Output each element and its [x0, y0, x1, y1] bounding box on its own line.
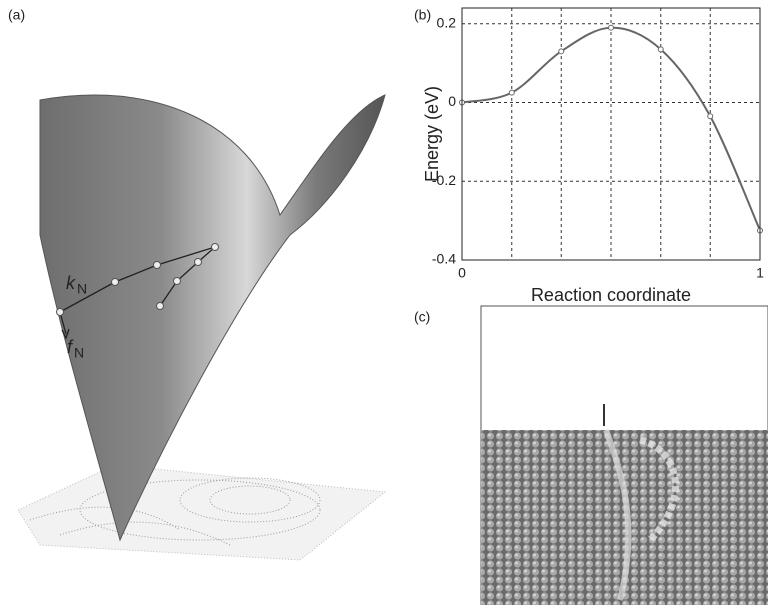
- panel-label: (b): [414, 7, 431, 23]
- force-subscript: N: [74, 345, 84, 361]
- force-label: f: [67, 337, 74, 357]
- point: [657, 46, 664, 53]
- contours: [29, 477, 321, 546]
- point: [558, 48, 565, 55]
- y-tick-label: -0.4: [432, 251, 456, 267]
- energy-surface: [39, 94, 386, 542]
- spring-label: k: [66, 273, 76, 293]
- point: [508, 89, 515, 96]
- images: [56, 243, 219, 316]
- dislocation-loop: [638, 436, 679, 543]
- contour-plane: [17, 464, 387, 561]
- y-axis-label: Energy (eV): [422, 86, 442, 182]
- panel-label: (c): [414, 309, 430, 325]
- panel-label: (a): [8, 7, 25, 23]
- x-tick-label: 1: [756, 265, 764, 281]
- plot-frame: [461, 7, 761, 261]
- point: [608, 24, 614, 31]
- chart: -0.4 -0.2 0 0.2 0 1 Reaction coordinate Energy …: [422, 8, 764, 305]
- y-tick-label: 0: [448, 93, 456, 109]
- spring-subscript: N: [77, 281, 87, 297]
- dislocation: [603, 429, 632, 601]
- x-tick-label: 0: [458, 265, 466, 281]
- y-tick-label: 0.2: [437, 14, 457, 30]
- y-tick-label: -0.2: [432, 172, 456, 188]
- point: [707, 113, 714, 120]
- x-axis-label: Reaction coordinate: [531, 285, 691, 305]
